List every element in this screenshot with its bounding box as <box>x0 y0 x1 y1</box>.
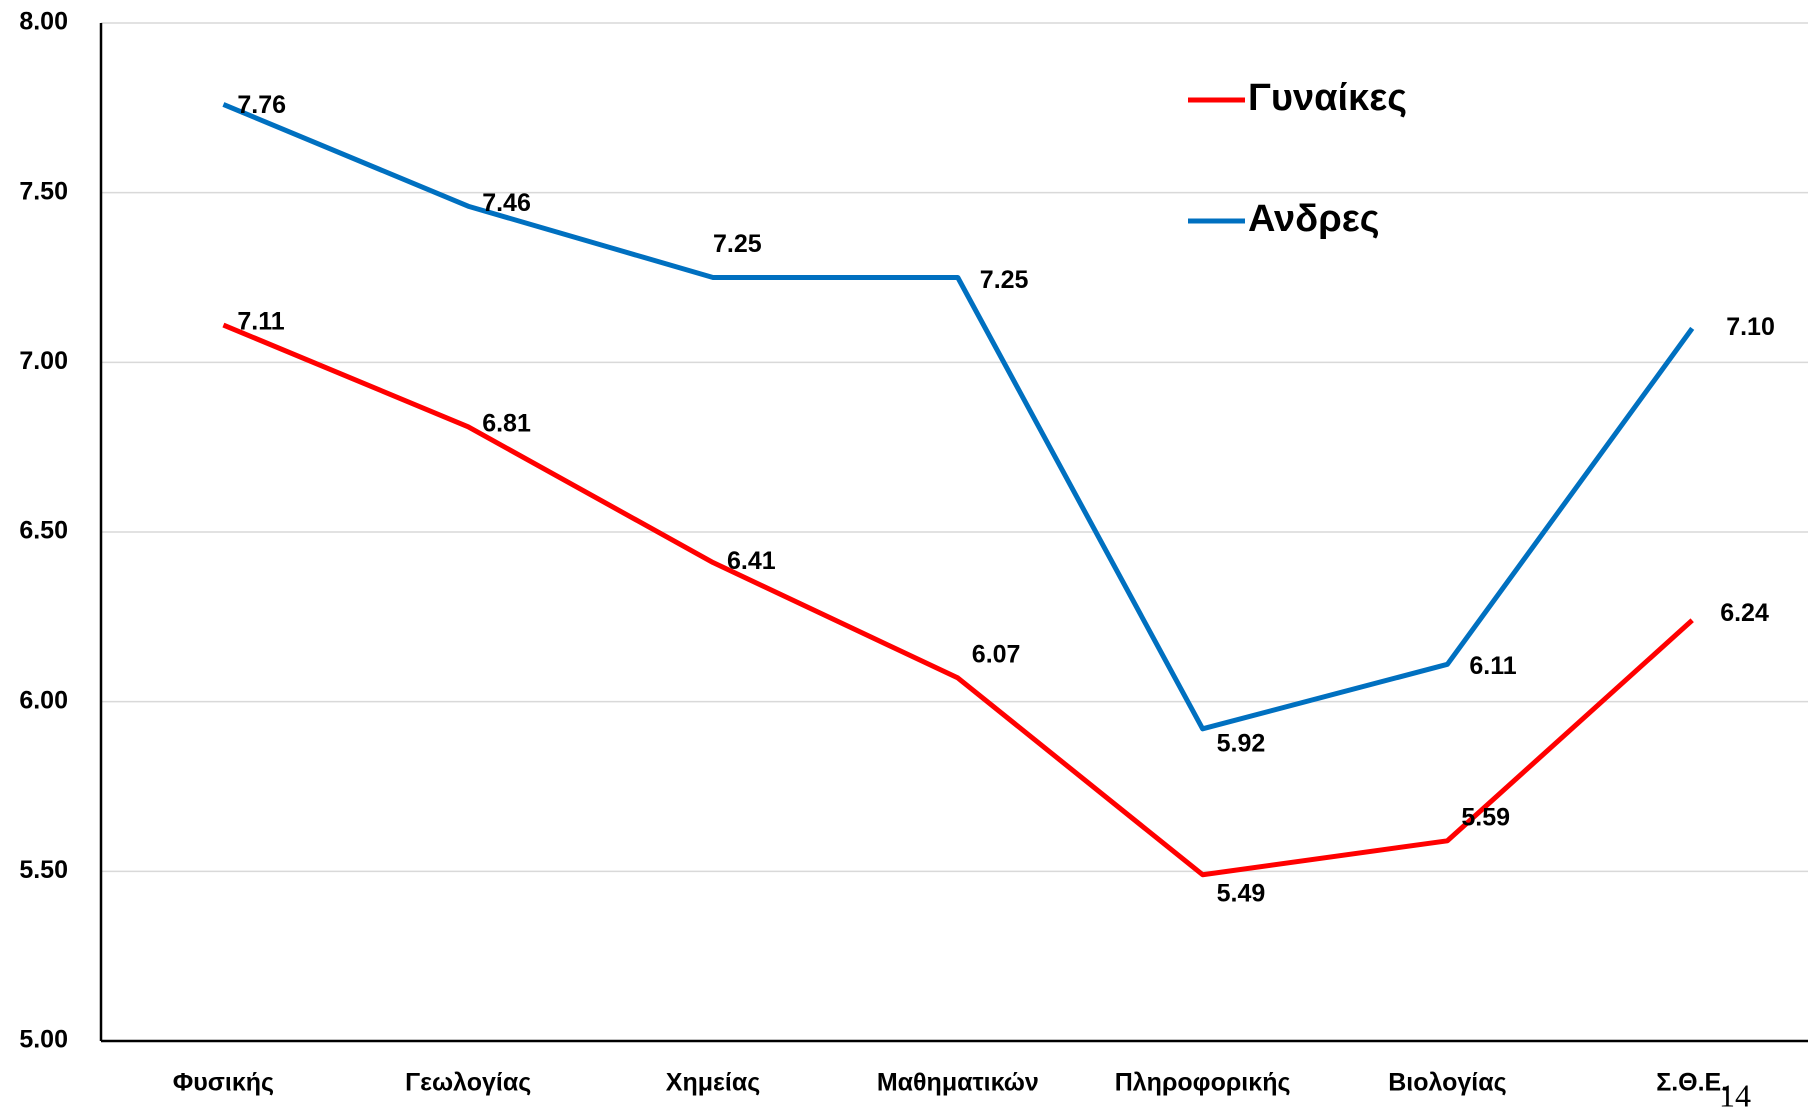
y-tick-label: 7.00 <box>19 347 68 375</box>
data-label: 7.10 <box>1726 313 1775 341</box>
data-label: 6.81 <box>482 409 531 437</box>
legend-label: Γυναίκες <box>1248 77 1407 119</box>
y-tick-label: 7.50 <box>19 177 68 205</box>
x-tick-label: Πληροφορικής <box>1115 1069 1291 1097</box>
x-tick-label: Σ.Θ.Ε. <box>1656 1069 1728 1097</box>
x-tick-label: Μαθηματικών <box>877 1069 1039 1097</box>
data-label: 7.76 <box>237 91 286 119</box>
data-label: 7.25 <box>980 266 1029 294</box>
x-tick-label: Φυσικής <box>173 1069 274 1097</box>
data-label: 5.49 <box>1217 879 1266 907</box>
y-tick-label: 8.00 <box>19 8 68 36</box>
x-tick-label: Γεωλογίας <box>405 1069 531 1097</box>
y-tick-label: 5.50 <box>19 856 68 884</box>
y-tick-label: 5.00 <box>19 1026 68 1054</box>
data-label: 7.46 <box>482 189 531 217</box>
data-label: 6.11 <box>1469 652 1516 680</box>
x-tick-label: Χημείας <box>666 1069 760 1097</box>
data-label: 7.25 <box>713 230 762 258</box>
page-number: 14 <box>1719 1077 1751 1113</box>
data-label: 6.41 <box>727 547 776 575</box>
data-label: 6.24 <box>1720 599 1769 627</box>
series-line <box>222 322 1694 878</box>
legend-label: Ανδρες <box>1248 198 1380 240</box>
y-tick-label: 6.00 <box>19 686 68 714</box>
y-tick-label: 6.50 <box>19 517 68 545</box>
data-label: 6.07 <box>972 641 1021 669</box>
data-label: 7.11 <box>237 308 284 336</box>
x-tick-label: Βιολογίας <box>1388 1069 1506 1097</box>
series-line <box>222 102 1695 732</box>
data-label: 5.59 <box>1461 803 1510 831</box>
data-label: 5.92 <box>1217 729 1266 757</box>
